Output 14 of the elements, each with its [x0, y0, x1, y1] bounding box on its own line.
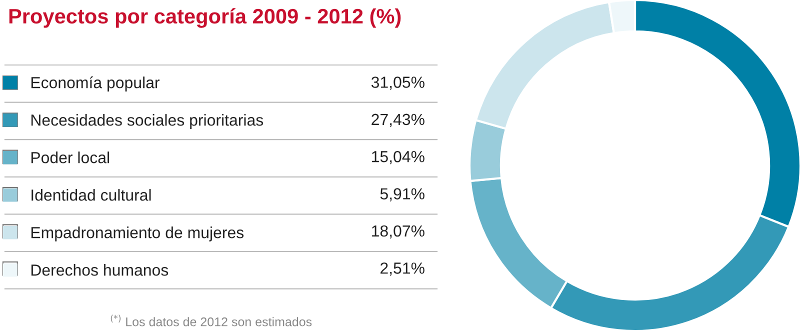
legend-label: Poder local — [31, 152, 109, 164]
data-label: 31,05% — [371, 76, 424, 90]
data-label: 15,04% — [372, 150, 424, 164]
data-label: 2,51% — [380, 262, 424, 276]
legend-label: Economía popular — [31, 76, 160, 92]
legend-label: Identidad cultural — [32, 189, 151, 201]
legend-label: Derechos humanos — [31, 264, 168, 276]
data-label: 5,91% — [380, 188, 424, 202]
legend-label: Necesidades sociales prioritarias — [31, 114, 264, 129]
data-label: 27,43% — [372, 114, 424, 127]
legend-label: Empadronamiento de mujeres — [31, 226, 244, 242]
data-label: 18,07% — [372, 225, 424, 239]
chart-title: Proyectos por categoría 2009 - 2012 (%) — [9, 8, 401, 28]
text: $^{(*)}$ Los datos de 2012 son estimados — [110, 314, 312, 326]
